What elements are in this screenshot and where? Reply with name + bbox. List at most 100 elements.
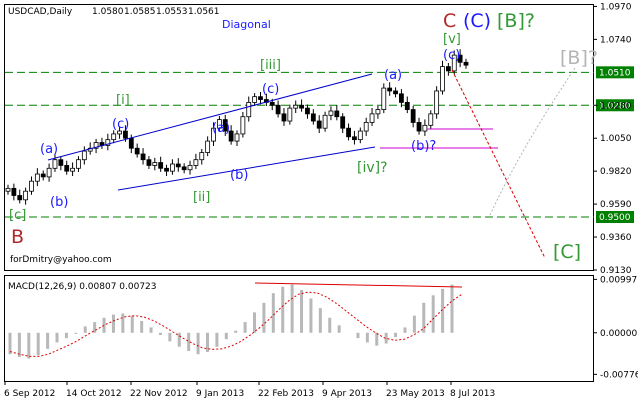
candle-body [375,109,381,115]
candle-body [164,167,169,172]
macd-tick-label: 0.00000 [600,329,637,339]
candle-body [357,130,363,141]
price-tag-box [596,99,634,112]
candle-body [445,66,451,72]
wave-label-c-left: (c) [112,117,129,132]
candle-body [240,116,246,135]
candle-body [275,104,281,115]
price-tick-label: 1.0970 [600,2,632,12]
candle-body [440,66,445,92]
candle-body [457,54,463,63]
candle-body [269,102,275,106]
candles [5,49,469,205]
time-tick-label: 9 Jan 2013 [196,389,244,399]
candle-body [199,152,205,161]
magenta-lines [380,128,498,149]
candle-body [322,114,328,129]
time-tick-label: 6 Sep 2012 [4,389,55,399]
forecast-paths [451,67,576,259]
candle-body [340,116,346,129]
candle-body [369,113,375,123]
candle-body [64,165,70,172]
ohlc-open: 1.0580 [92,7,124,17]
candle-body [399,93,404,103]
wave-label-a-mid: (a) [212,121,230,136]
wave-label-ii: [ii] [193,190,210,205]
candle-body [422,124,428,132]
candle-body [434,90,440,115]
wave-label-a-upper: (a) [384,68,402,83]
candle-body [187,165,193,171]
time-axis: 6 Sep 2012 14 Oct 2012 22 Nov 2012 9 Jan 20… [4,381,495,399]
candle-body [310,113,316,122]
wave-label-paren-C: (C) [463,10,491,32]
wave-label-c-bracket: [c] [9,208,26,223]
candle-body [123,130,128,139]
candle-body [252,96,258,103]
wave-label-iv-question: [iv]? [357,160,388,176]
time-tick-label: 22 Feb 2013 [258,389,314,399]
macd-title: MACD(12,26,9) 0.00807 0.00723 [8,282,157,292]
wave-label-i: [i] [116,93,130,108]
wave-label-b-question: (b)? [411,139,436,154]
lower-trendline [117,146,376,191]
wave-labels: C (C) [B]? [v] (c) (a) [iii] (c) (a) [i]… [9,10,598,263]
chart-title: Diagonal [222,18,271,31]
candle-body [76,159,81,169]
candle-body [181,166,187,171]
candle-body [258,96,263,100]
candle-body [193,159,199,166]
candle-body [404,102,410,110]
candle-body [58,159,64,166]
price-tag-label: 0.9500 [599,213,631,223]
candle-body [305,107,310,115]
wave-label-B-question: [B]? [497,10,535,32]
price-tags: 1.0510 1.0280 0.9500 [596,66,634,223]
candle-body [52,159,58,169]
macd-tick-label: 0.00997 [600,275,637,285]
candle-body [463,61,469,66]
candle-body [46,167,52,178]
wave-label-v: [v] [443,32,461,47]
candle-body [451,54,457,72]
ohlc-low: 1.0553 [156,7,188,17]
candle-body [23,190,29,201]
candle-body [140,153,146,161]
wave-label-c-top: (c) [443,48,460,63]
candle-body [152,162,158,166]
candle-body [216,119,222,129]
price-panel [4,4,594,271]
candle-body [11,187,17,196]
time-tick-label: 22 Nov 2012 [130,389,188,399]
candle-body [363,122,369,132]
macd-histogram [8,284,454,359]
price-tick-label: 0.9590 [600,200,632,210]
candle-body [117,130,122,135]
candle-body [205,140,211,153]
wave-label-a-left: (a) [40,142,58,157]
price-tick-label: 0.9820 [600,167,632,177]
macd-divergence-line [254,282,463,288]
candle-body [170,163,175,172]
candle-body [128,137,134,149]
candle-body [346,127,351,138]
wave-label-b-mid: (b) [230,168,248,183]
time-tick-label: 14 Oct 2012 [66,389,122,399]
candle-body [246,102,252,118]
wave-label-c-mid: (c) [262,82,279,97]
wave-label-C: C [443,10,456,32]
wave-label-B: B [11,226,24,248]
candle-body [281,113,287,122]
candle-body [134,147,140,155]
symbol-label: USDCAD,Daily [8,7,73,17]
candle-body [81,150,87,161]
candle-body [40,173,46,178]
time-tick-label: 8 Jul 2013 [450,389,495,399]
candle-body [316,120,322,129]
watermark: forDmitry@yahoo.com [10,255,112,265]
candle-body [416,122,422,132]
time-tick-label: 9 Apr 2013 [322,389,372,399]
price-axis: 1.0970 1.0740 1.0280 1.0050 0.9820 0.9590 0.93… [594,2,632,276]
candle-body [105,139,111,146]
diagonal-trendlines [47,73,376,191]
